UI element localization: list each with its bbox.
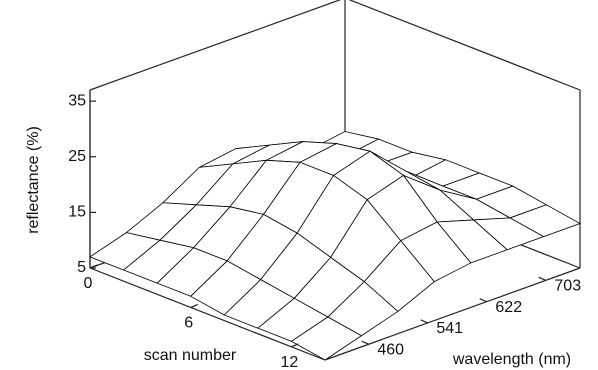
y-tick (190, 303, 198, 308)
y-axis-label: scan number (144, 347, 237, 364)
box-edge (89, 0, 342, 91)
x-tick (479, 298, 487, 303)
y-tick (291, 343, 299, 348)
z-tick-label: 15 (68, 204, 86, 221)
x-tick-label: 622 (495, 299, 522, 316)
surface-cell (290, 316, 363, 361)
z-axis-label: reflectance (%) (25, 126, 42, 234)
y-tick-label: 0 (84, 275, 93, 292)
z-tick-label: 35 (68, 92, 86, 109)
x-tick-label: 460 (377, 341, 404, 358)
x-axis (324, 267, 581, 361)
x-tick-label: 703 (554, 278, 581, 295)
y-tick-label: 6 (184, 315, 193, 332)
x-tick (420, 319, 428, 324)
z-tick-label: 5 (77, 259, 86, 276)
x-axis-label: wavelength (nm) (452, 351, 571, 368)
z-tick-label: 25 (68, 148, 86, 165)
x-tick (538, 276, 546, 281)
y-axis (89, 267, 326, 361)
x-tick (361, 340, 369, 345)
y-tick (89, 264, 98, 269)
x-tick-label: 541 (436, 320, 463, 337)
y-tick-label: 12 (281, 354, 299, 370)
box-edge (348, 0, 581, 91)
